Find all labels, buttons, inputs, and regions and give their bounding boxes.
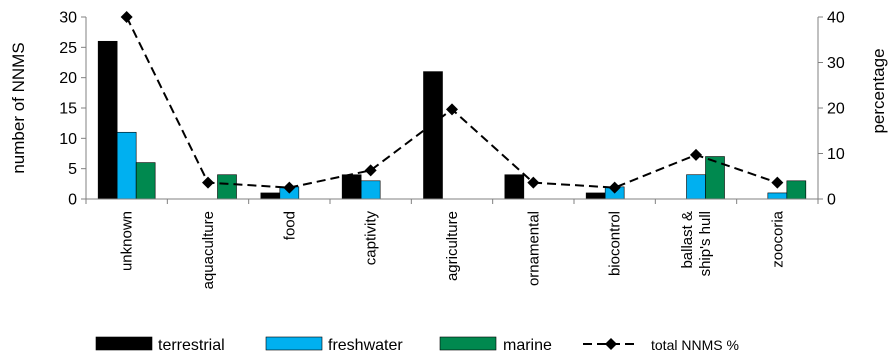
axes-layer: number of NNMS percentage 0 5 10 15 20 25 30 0 1… <box>9 10 888 209</box>
bar-terrestrial <box>423 71 443 200</box>
y2-tick-label: 30 <box>827 55 845 72</box>
line-point <box>608 181 621 194</box>
y2-tick-label: 20 <box>827 101 845 118</box>
category-label: food <box>281 211 298 240</box>
category-label: ballast & <box>679 211 696 269</box>
y-tick-label: 15 <box>59 101 77 118</box>
category-label: zoocoria <box>769 210 786 267</box>
legend-label: freshwater <box>328 337 403 354</box>
bar-freshwater <box>360 180 381 200</box>
bars-layer <box>97 40 807 200</box>
legend: terrestrial freshwater marine total NNMS % <box>95 336 739 354</box>
category-label: ornamental <box>525 211 542 286</box>
bar-terrestrial <box>504 174 525 200</box>
legend-label: marine <box>503 337 552 354</box>
bar-terrestrial <box>585 192 606 200</box>
y2-tick-label: 40 <box>827 10 845 27</box>
legend-label: terrestrial <box>158 337 225 354</box>
legend-swatch-terrestrial <box>95 336 153 351</box>
legend-swatch-marine <box>439 336 497 351</box>
bar-terrestrial <box>97 40 118 200</box>
line-point <box>690 148 702 161</box>
line-point <box>771 176 784 189</box>
category-label: agriculture <box>444 211 461 281</box>
bar-freshwater <box>116 131 137 200</box>
bar-marine <box>786 180 807 200</box>
bar-terrestrial <box>260 192 281 200</box>
y-tick-label: 0 <box>68 192 77 209</box>
bar-freshwater <box>686 174 706 200</box>
bar-freshwater <box>767 192 788 200</box>
line-point <box>527 176 540 189</box>
line-layer <box>120 11 784 194</box>
y2-tick-label: 10 <box>827 146 845 163</box>
category-labels: unknown aquaculture food captivity agricultu… <box>119 210 787 289</box>
legend-swatch-marker <box>605 338 617 350</box>
bar-terrestrial <box>341 174 362 200</box>
category-label: biocontrol <box>607 211 624 276</box>
line-point <box>364 164 377 177</box>
y-tick-label: 20 <box>59 70 77 87</box>
y-tick-label: 25 <box>59 40 77 57</box>
bar-marine <box>217 174 237 200</box>
y-axis-title: number of NNMS <box>9 42 28 173</box>
line-series <box>125 16 778 189</box>
line-point <box>202 176 214 189</box>
category-label: unknown <box>119 211 136 271</box>
y-tick-label: 5 <box>68 161 77 178</box>
line-point <box>283 181 296 194</box>
legend-label: total NNMS % <box>651 337 739 353</box>
category-label: ship's hull <box>697 211 714 276</box>
category-label: aquaculture <box>200 211 217 289</box>
line-point <box>446 103 458 116</box>
y-tick-label: 30 <box>59 10 77 27</box>
y2-tick-label: 0 <box>827 192 836 209</box>
legend-swatch-freshwater <box>265 336 323 351</box>
y-tick-label: 10 <box>59 131 77 148</box>
line-point <box>120 11 133 23</box>
bar-marine <box>135 162 156 200</box>
category-label: captivity <box>363 211 380 266</box>
y2-axis-title: percentage <box>869 48 888 133</box>
